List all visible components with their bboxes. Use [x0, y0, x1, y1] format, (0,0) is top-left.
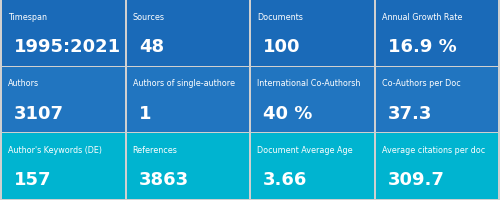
Text: 309.7: 309.7: [388, 170, 444, 188]
Text: 37.3: 37.3: [388, 104, 432, 122]
Text: Average citations per doc: Average citations per doc: [382, 145, 485, 154]
Text: 157: 157: [14, 170, 52, 188]
Text: 3.66: 3.66: [263, 170, 308, 188]
Text: 100: 100: [263, 38, 301, 56]
Text: 16.9 %: 16.9 %: [388, 38, 456, 56]
Text: Co-Authors per Doc: Co-Authors per Doc: [382, 79, 460, 88]
Text: Document Average Age: Document Average Age: [257, 145, 353, 154]
Text: Authors of single-authore: Authors of single-authore: [132, 79, 234, 88]
Text: 1: 1: [139, 104, 151, 122]
Text: Author's Keywords (DE): Author's Keywords (DE): [8, 145, 102, 154]
Text: Authors: Authors: [8, 79, 39, 88]
Text: International Co-Authorsh: International Co-Authorsh: [257, 79, 360, 88]
Text: 48: 48: [139, 38, 164, 56]
Text: 3107: 3107: [14, 104, 64, 122]
Text: 1995:2021: 1995:2021: [14, 38, 122, 56]
Text: Timespan: Timespan: [8, 13, 47, 22]
Text: 3863: 3863: [139, 170, 189, 188]
Text: References: References: [132, 145, 178, 154]
Text: Sources: Sources: [132, 13, 164, 22]
Text: 40 %: 40 %: [263, 104, 312, 122]
Text: Annual Growth Rate: Annual Growth Rate: [382, 13, 462, 22]
Text: Documents: Documents: [257, 13, 303, 22]
